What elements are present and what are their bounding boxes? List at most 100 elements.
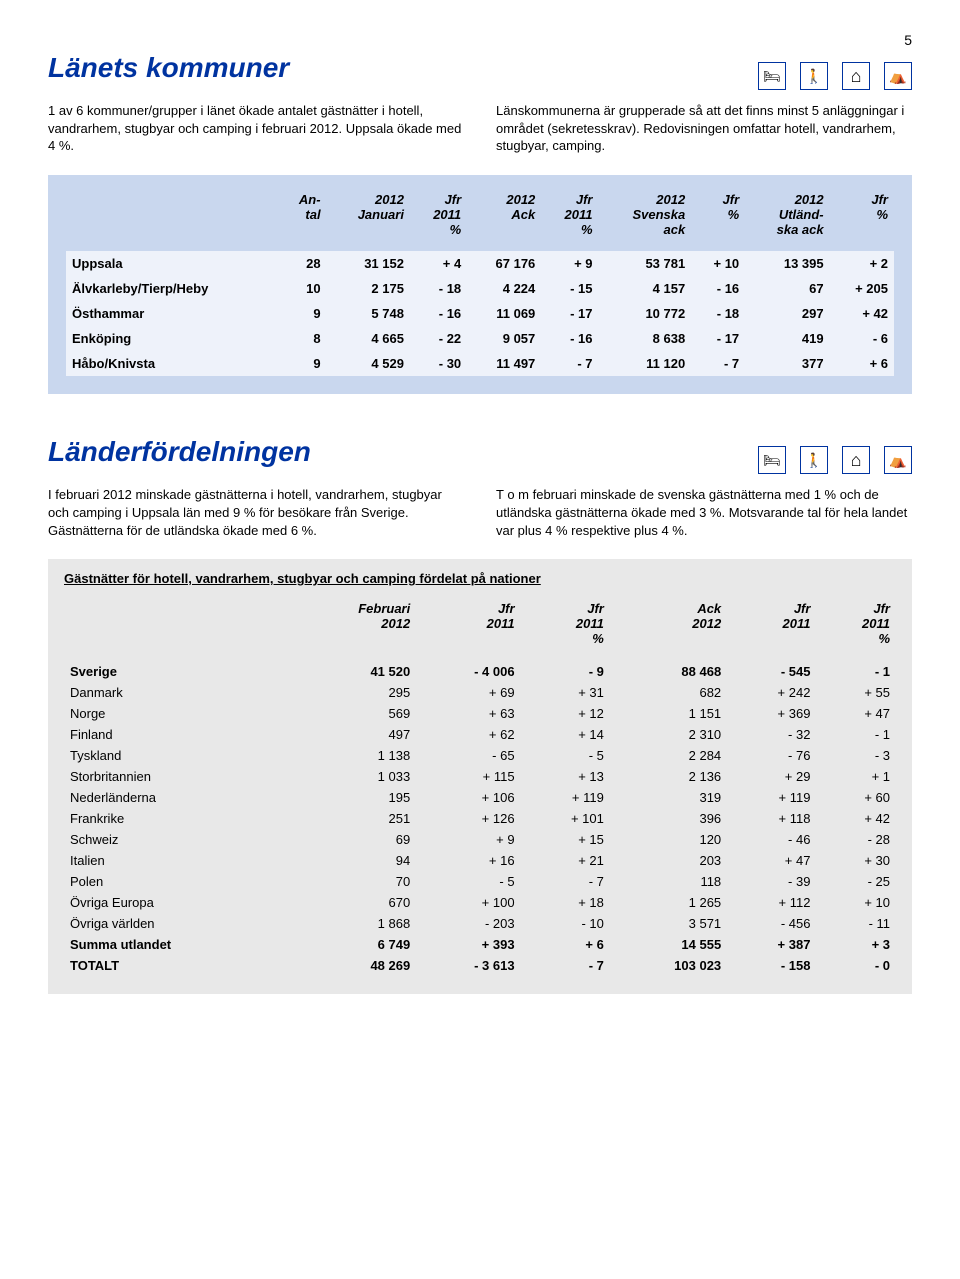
table-cell: 4 224 bbox=[467, 276, 541, 301]
table2-panel: Gästnätter för hotell, vandrarhem, stugb… bbox=[48, 559, 912, 994]
table-cell: + 29 bbox=[727, 766, 816, 787]
table-cell: Övriga världen bbox=[64, 913, 289, 934]
table-cell: 4 665 bbox=[327, 326, 410, 351]
table-cell: 2 175 bbox=[327, 276, 410, 301]
table-cell: 94 bbox=[289, 850, 416, 871]
table-cell: + 42 bbox=[830, 301, 894, 326]
table-cell: 1 151 bbox=[610, 703, 727, 724]
table-cell: 11 069 bbox=[467, 301, 541, 326]
table-cell: 297 bbox=[745, 301, 829, 326]
table-cell: - 9 bbox=[521, 661, 610, 682]
table-cell: + 13 bbox=[521, 766, 610, 787]
table-cell: 9 bbox=[278, 351, 326, 376]
house-icon bbox=[842, 62, 870, 90]
table1-panel: An-tal2012JanuariJfr2011%2012AckJfr2011%… bbox=[48, 175, 912, 395]
table-cell: + 205 bbox=[830, 276, 894, 301]
table-cell: 10 772 bbox=[599, 301, 692, 326]
table-cell: - 39 bbox=[727, 871, 816, 892]
table-cell: - 5 bbox=[416, 871, 520, 892]
table-header: Jfr2011 bbox=[416, 598, 520, 661]
table-row: Övriga Europa670+ 100+ 181 265+ 112+ 10 bbox=[64, 892, 896, 913]
table-cell: - 30 bbox=[410, 351, 467, 376]
table-cell: 41 520 bbox=[289, 661, 416, 682]
table-cell: 103 023 bbox=[610, 955, 727, 976]
table-cell: 48 269 bbox=[289, 955, 416, 976]
table-cell: 31 152 bbox=[327, 251, 410, 276]
bed-icon bbox=[758, 62, 786, 90]
table-cell: - 18 bbox=[410, 276, 467, 301]
table-cell: - 3 bbox=[816, 745, 896, 766]
table-header: Jfr2011% bbox=[541, 189, 598, 252]
table-cell: - 7 bbox=[541, 351, 598, 376]
table-cell: Nederländerna bbox=[64, 787, 289, 808]
table-row: Östhammar95 748- 1611 069- 1710 772- 182… bbox=[66, 301, 894, 326]
table-cell: + 21 bbox=[521, 850, 610, 871]
table-cell: Håbo/Knivsta bbox=[66, 351, 278, 376]
section1-left-text: 1 av 6 kommuner/grupper i länet ökade an… bbox=[48, 102, 464, 155]
table-cell: + 101 bbox=[521, 808, 610, 829]
table-row: Frankrike251+ 126+ 101396+ 118+ 42 bbox=[64, 808, 896, 829]
table-row: Övriga världen1 868- 203- 103 571- 456- … bbox=[64, 913, 896, 934]
table-header: Jfr2011% bbox=[521, 598, 610, 661]
table-cell: 6 749 bbox=[289, 934, 416, 955]
table-cell: - 17 bbox=[541, 301, 598, 326]
table-header: 2012Ack bbox=[467, 189, 541, 252]
table-cell: - 16 bbox=[410, 301, 467, 326]
section1-title: Länets kommuner bbox=[48, 52, 289, 84]
table-cell: + 9 bbox=[416, 829, 520, 850]
table-cell: 251 bbox=[289, 808, 416, 829]
table-cell: - 46 bbox=[727, 829, 816, 850]
table-cell: - 545 bbox=[727, 661, 816, 682]
table-row: Finland497+ 62+ 142 310- 32- 1 bbox=[64, 724, 896, 745]
table-cell: - 1 bbox=[816, 724, 896, 745]
section1-right-text: Länskommunerna är grupperade så att det … bbox=[496, 102, 912, 155]
table-header: Jfr2011% bbox=[816, 598, 896, 661]
table-cell: - 1 bbox=[816, 661, 896, 682]
table-cell: 88 468 bbox=[610, 661, 727, 682]
table-cell: 670 bbox=[289, 892, 416, 913]
table-cell: 497 bbox=[289, 724, 416, 745]
hiker-icon bbox=[800, 446, 828, 474]
table-cell: + 31 bbox=[521, 682, 610, 703]
table-row: Danmark295+ 69+ 31682+ 242+ 55 bbox=[64, 682, 896, 703]
table-cell: + 3 bbox=[816, 934, 896, 955]
table-cell: + 387 bbox=[727, 934, 816, 955]
table-cell: 295 bbox=[289, 682, 416, 703]
icon-strip bbox=[758, 446, 912, 474]
hiker-icon bbox=[800, 62, 828, 90]
table-cell: - 28 bbox=[816, 829, 896, 850]
table-row: Uppsala2831 152+ 467 176+ 953 781+ 1013 … bbox=[66, 251, 894, 276]
table-cell: + 115 bbox=[416, 766, 520, 787]
table-cell: - 76 bbox=[727, 745, 816, 766]
table-header bbox=[64, 598, 289, 661]
table-cell: 10 bbox=[278, 276, 326, 301]
table-row: Polen70- 5- 7118- 39- 25 bbox=[64, 871, 896, 892]
table-cell: Finland bbox=[64, 724, 289, 745]
table-cell: + 62 bbox=[416, 724, 520, 745]
table-cell: + 369 bbox=[727, 703, 816, 724]
table-cell: - 0 bbox=[816, 955, 896, 976]
table-cell: + 55 bbox=[816, 682, 896, 703]
table-cell: - 11 bbox=[816, 913, 896, 934]
table-cell: - 22 bbox=[410, 326, 467, 351]
table-cell: 1 138 bbox=[289, 745, 416, 766]
table-cell: + 15 bbox=[521, 829, 610, 850]
table-cell: + 10 bbox=[816, 892, 896, 913]
table-cell: Älvkarleby/Tierp/Heby bbox=[66, 276, 278, 301]
table-cell: + 118 bbox=[727, 808, 816, 829]
table-cell: 4 157 bbox=[599, 276, 692, 301]
table-cell: + 106 bbox=[416, 787, 520, 808]
table-cell: + 12 bbox=[521, 703, 610, 724]
municipality-table: An-tal2012JanuariJfr2011%2012AckJfr2011%… bbox=[66, 189, 894, 377]
table-cell: 5 748 bbox=[327, 301, 410, 326]
table-row: Summa utlandet6 749+ 393+ 614 555+ 387+ … bbox=[64, 934, 896, 955]
table-cell: - 4 006 bbox=[416, 661, 520, 682]
table-cell: 203 bbox=[610, 850, 727, 871]
table-row: Tyskland1 138- 65- 52 284- 76- 3 bbox=[64, 745, 896, 766]
table-cell: - 15 bbox=[541, 276, 598, 301]
table-cell: + 30 bbox=[816, 850, 896, 871]
table-cell: 195 bbox=[289, 787, 416, 808]
table-cell: + 42 bbox=[816, 808, 896, 829]
table-cell: + 119 bbox=[521, 787, 610, 808]
table-cell: 14 555 bbox=[610, 934, 727, 955]
